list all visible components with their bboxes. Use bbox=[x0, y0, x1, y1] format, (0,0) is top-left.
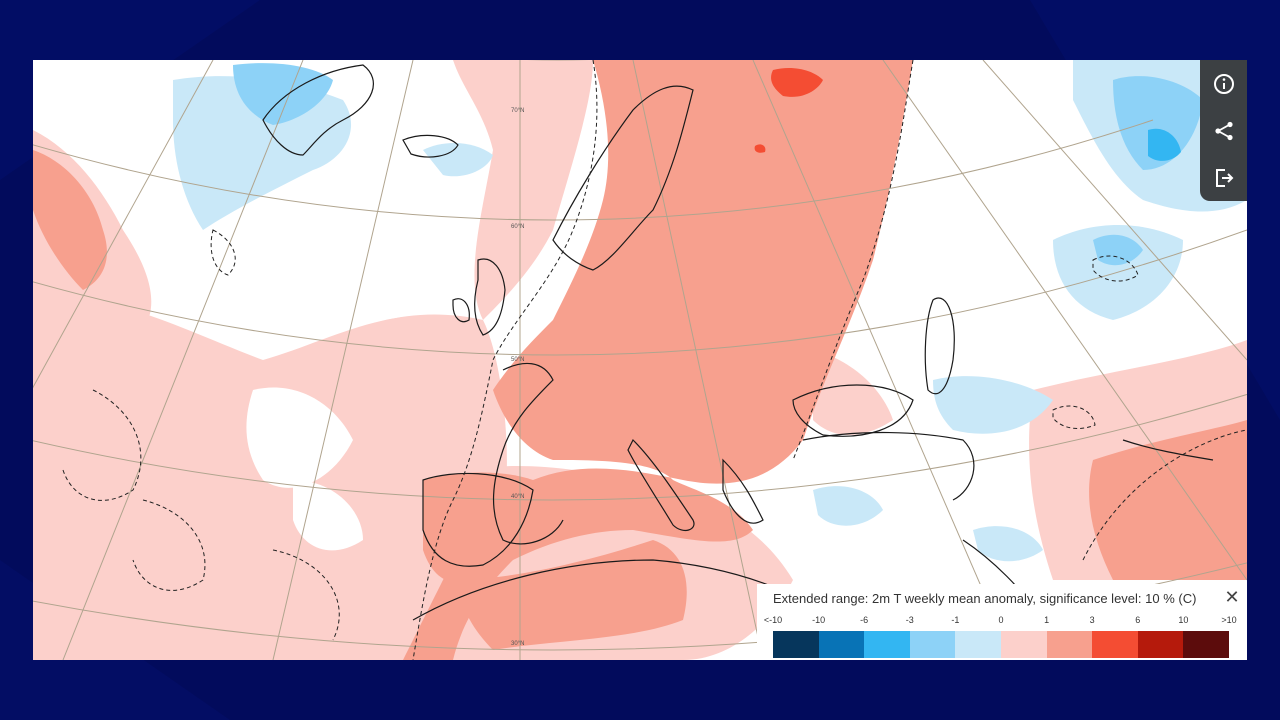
legend-swatch bbox=[909, 631, 956, 658]
map-canvas: 70°N 60°N 50°N 40°N 30°N bbox=[33, 60, 1247, 660]
legend-tick-label: -6 bbox=[860, 615, 869, 625]
coastlines bbox=[262, 64, 1214, 621]
anomaly-mid-red-baffin bbox=[33, 150, 107, 290]
share-button[interactable] bbox=[1200, 107, 1247, 154]
legend-panel: Extended range: 2m T weekly mean anomaly… bbox=[757, 584, 1245, 660]
anomaly-light-red-northsea bbox=[453, 60, 593, 320]
legend-tick-label: 3 bbox=[1089, 615, 1095, 625]
share-icon bbox=[1214, 121, 1233, 140]
legend-tick-label: -3 bbox=[905, 615, 914, 625]
anomaly-mid-red-arabia bbox=[1089, 420, 1247, 580]
legend-tick-label: -10 bbox=[812, 615, 826, 625]
anomaly-red-hotspot bbox=[771, 68, 823, 97]
legend-swatch bbox=[773, 631, 819, 658]
legend-color-bar bbox=[773, 631, 1229, 658]
legend-swatch bbox=[1137, 631, 1184, 658]
anomaly-mid-blue-kazakh bbox=[1093, 234, 1143, 266]
legend-swatch bbox=[1046, 631, 1093, 658]
anomaly-light-blue-greenland bbox=[173, 76, 352, 230]
legend-tick-label: 6 bbox=[1135, 615, 1141, 625]
legend-tick-label: >10 bbox=[1221, 615, 1237, 625]
anomaly-blue-siberia bbox=[1148, 128, 1181, 161]
anomaly-mid-red-europe bbox=[403, 60, 913, 660]
anomaly-light-blue-egypt bbox=[813, 486, 883, 526]
info-button[interactable] bbox=[1200, 60, 1247, 107]
map-toolbar bbox=[1200, 60, 1247, 201]
legend-tick-label: 0 bbox=[998, 615, 1004, 625]
lat-label-70: 70°N bbox=[511, 108, 524, 114]
graticule bbox=[33, 60, 1247, 660]
anomaly-mid-red-africa bbox=[453, 540, 687, 650]
export-icon bbox=[1215, 168, 1233, 187]
legend-labels: <-10 -10 -6 -3 -1 0 1 3 6 10 >10 bbox=[764, 615, 1237, 627]
legend-swatch bbox=[1183, 631, 1229, 658]
legend-title: Extended range: 2m T weekly mean anomaly… bbox=[773, 591, 1197, 606]
legend-swatch bbox=[818, 631, 865, 658]
legend-swatch bbox=[864, 631, 910, 658]
anomaly-mid-red-iberia bbox=[423, 472, 533, 584]
legend-swatch bbox=[955, 631, 1001, 658]
lat-label-60: 60°N bbox=[511, 224, 524, 230]
lat-label-30: 30°N bbox=[511, 641, 524, 647]
legend-tick-label: <-10 bbox=[763, 615, 783, 625]
anomaly-mid-blue-siberia bbox=[1113, 76, 1203, 170]
significance-contours bbox=[62, 60, 1247, 660]
anomaly-light-blue-iceland bbox=[423, 143, 493, 177]
anomaly-mid-blue-greenland bbox=[233, 63, 333, 125]
lat-label-40: 40°N bbox=[511, 494, 524, 500]
info-icon bbox=[1213, 73, 1234, 94]
legend-tick-label: 10 bbox=[1178, 615, 1189, 625]
anomaly-map[interactable]: 70°N 60°N 50°N 40°N 30°N bbox=[33, 60, 1247, 660]
lat-label-50: 50°N bbox=[511, 357, 524, 363]
legend-swatch bbox=[1092, 631, 1138, 658]
anomaly-light-red-east bbox=[813, 350, 893, 435]
legend-tick-label: 1 bbox=[1044, 615, 1050, 625]
legend-tick-label: -1 bbox=[951, 615, 960, 625]
close-icon[interactable]: ✕ bbox=[1224, 587, 1240, 607]
legend-swatch bbox=[1000, 631, 1047, 658]
anomaly-light-blue-turkey bbox=[933, 376, 1053, 434]
export-button[interactable] bbox=[1200, 154, 1247, 201]
